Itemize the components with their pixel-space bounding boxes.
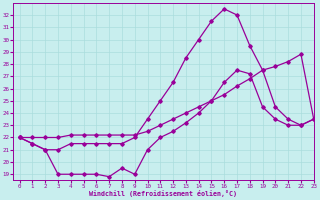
X-axis label: Windchill (Refroidissement éolien,°C): Windchill (Refroidissement éolien,°C) — [90, 190, 237, 197]
